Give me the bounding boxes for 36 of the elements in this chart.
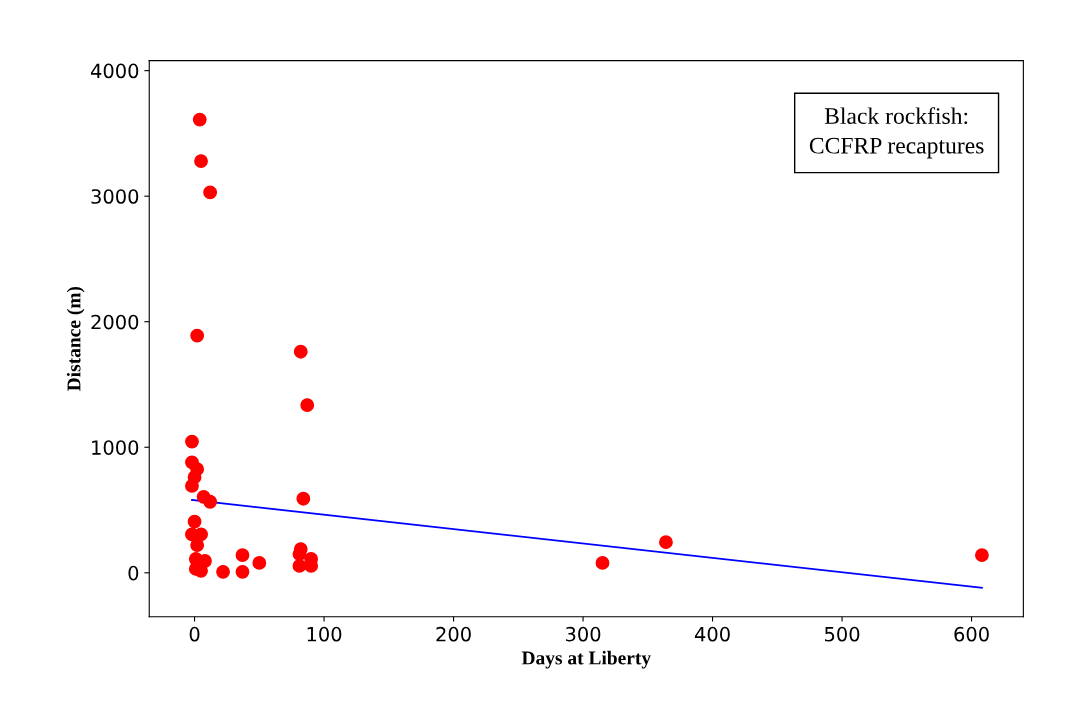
x-tick-label: 500	[825, 626, 860, 642]
point	[190, 328, 205, 343]
point	[192, 112, 207, 127]
point	[235, 564, 250, 579]
point	[203, 494, 218, 509]
point	[659, 535, 673, 550]
x-tick-label: 100	[307, 626, 342, 642]
point	[235, 548, 250, 563]
point	[252, 555, 267, 570]
point	[292, 558, 307, 573]
x-tick-label: 400	[694, 626, 730, 642]
point	[595, 555, 610, 570]
point	[216, 564, 230, 579]
point	[296, 491, 311, 506]
y-tick-label: 4000	[90, 63, 139, 79]
x-tick-label: 300	[565, 626, 601, 642]
y-tick-label: 0	[128, 565, 139, 581]
point	[187, 514, 202, 529]
point	[975, 548, 989, 563]
point	[194, 154, 208, 168]
annotation: Black rockfish: CCFRP recaptures	[809, 107, 984, 159]
point	[300, 398, 315, 412]
x-tick-label: 0	[189, 626, 200, 642]
x-axis-title: Days at Liberty	[521, 650, 651, 669]
point	[190, 538, 205, 553]
y-tick-label: 3000	[91, 189, 139, 204]
x-tick-label: 600	[954, 626, 989, 642]
x-tick-label: 200	[436, 626, 471, 642]
point	[194, 527, 208, 542]
point	[203, 185, 218, 200]
y-tick-label: 1000	[92, 440, 139, 455]
point	[185, 434, 199, 449]
point	[185, 479, 199, 493]
y-axis-title: Distance (m)	[66, 286, 85, 391]
point	[293, 344, 308, 359]
y-tick-label: 2000	[91, 314, 139, 330]
